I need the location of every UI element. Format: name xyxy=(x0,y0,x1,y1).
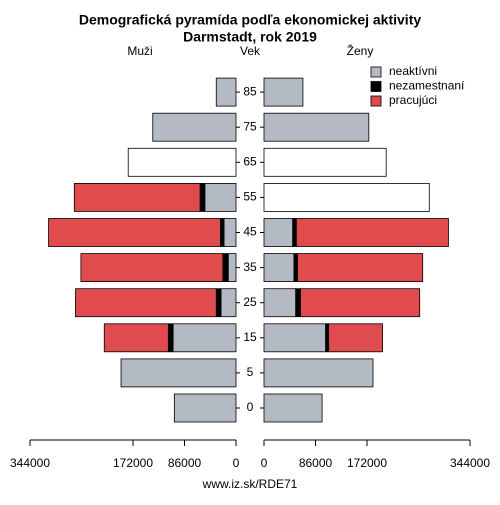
bar-female xyxy=(263,323,327,353)
bar-female xyxy=(263,77,304,107)
x-tick-label: 172000 xyxy=(347,456,387,470)
bar-male xyxy=(120,358,237,388)
bar-female xyxy=(325,323,330,353)
bar-female xyxy=(263,358,374,388)
bar-male xyxy=(80,253,224,283)
legend-swatch xyxy=(370,95,382,107)
bar-male xyxy=(173,393,237,423)
bar-male xyxy=(199,182,206,212)
bar-female xyxy=(263,182,430,212)
bar-male xyxy=(167,323,174,353)
age-label: 5 xyxy=(247,365,254,379)
chart-subtitle: Darmstadt, rok 2019 xyxy=(183,29,317,45)
bar-male xyxy=(220,288,237,318)
bar-female xyxy=(263,288,297,318)
bar-male xyxy=(227,253,237,283)
age-label: 85 xyxy=(243,84,257,98)
age-label: 35 xyxy=(243,260,257,274)
x-tick-label: 172000 xyxy=(113,456,153,470)
bar-male xyxy=(215,288,222,318)
x-tick-label: 344000 xyxy=(450,456,490,470)
right-label: Ženy xyxy=(347,43,374,58)
center-label: Vek xyxy=(240,44,261,58)
x-tick-label: 86000 xyxy=(168,456,202,470)
legend-swatch xyxy=(370,81,382,92)
legend-label: pracujúci xyxy=(389,93,437,107)
bar-male xyxy=(48,218,221,247)
bar-male xyxy=(215,77,237,107)
bar-male xyxy=(204,182,237,212)
age-label: 75 xyxy=(243,119,257,133)
age-label: 55 xyxy=(243,190,257,204)
bar-male xyxy=(152,112,237,142)
bar-female xyxy=(292,218,297,247)
chart-title: Demografická pyramída podľa ekonomickej … xyxy=(79,12,422,28)
bar-female xyxy=(295,288,301,318)
bar-female xyxy=(263,147,387,177)
bar-female xyxy=(263,393,323,423)
legend-label: neaktívni xyxy=(389,64,437,78)
legend-swatch xyxy=(370,66,382,78)
bar-female xyxy=(328,323,383,353)
bar-female xyxy=(293,253,298,283)
bar-male xyxy=(75,288,217,318)
age-label: 25 xyxy=(243,295,257,309)
legend-label: nezamestnaní xyxy=(389,79,465,93)
bar-female xyxy=(263,112,370,142)
x-tick-label: 344000 xyxy=(10,456,50,470)
bar-male xyxy=(220,218,225,247)
x-tick-label: 0 xyxy=(261,456,268,470)
x-tick-label: 0 xyxy=(233,456,240,470)
bar-male xyxy=(222,253,229,283)
bar-male xyxy=(127,147,237,177)
x-tick-label: 86000 xyxy=(299,456,333,470)
left-label: Muži xyxy=(127,44,152,58)
age-label: 65 xyxy=(243,154,257,168)
footer: www.iz.sk/RDE71 xyxy=(202,477,298,491)
bar-female xyxy=(263,218,294,247)
bar-male xyxy=(103,323,169,353)
bar-female xyxy=(263,253,295,283)
bar-male xyxy=(73,182,201,212)
bar-male xyxy=(172,323,237,353)
age-label: 45 xyxy=(243,225,257,239)
age-label: 15 xyxy=(243,330,257,344)
age-label: 0 xyxy=(247,400,254,414)
bar-female xyxy=(295,218,449,247)
bar-male xyxy=(223,218,237,247)
bar-female xyxy=(297,253,424,283)
bar-female xyxy=(300,288,421,318)
